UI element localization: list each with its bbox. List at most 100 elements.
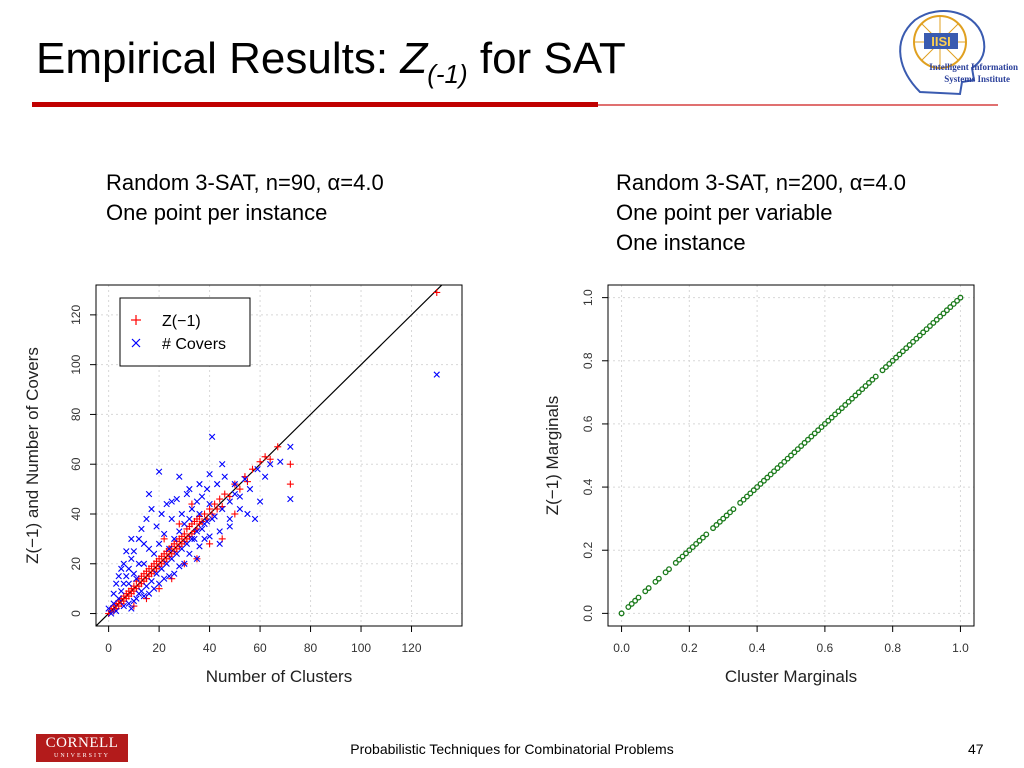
data-point [784,455,791,462]
data-point [682,550,689,557]
data-point [760,477,767,484]
data-point [710,525,717,532]
x-tick-label: 1.0 [952,641,969,655]
data-point-x [150,550,158,558]
x-tick-label: 0.4 [749,641,766,655]
data-point [842,402,849,408]
data-point [645,585,652,592]
data-point-x [221,473,228,480]
data-point-x [155,468,163,475]
right-caption-line-3: One instance [616,230,746,255]
data-point-x [261,473,269,480]
data-point [852,392,859,399]
data-point-x [128,605,135,612]
data-point [896,351,903,358]
data-point [730,506,737,513]
data-point [828,414,835,421]
data-point [930,319,937,326]
data-point-x [178,510,186,518]
data-point-plus [231,510,239,518]
data-point-plus [211,500,219,508]
data-point [862,383,869,389]
y-tick-label: 60 [69,457,83,471]
data-point-x [145,545,153,553]
data-point-x [176,563,183,570]
data-point [713,522,720,528]
data-point [855,389,862,396]
right-caption-line-1: Random 3-SAT, n=200, α=4.0 [616,170,906,195]
data-point-plus [216,495,224,503]
data-point-x [206,500,213,508]
data-point-x [186,550,193,558]
data-point-x [287,495,294,503]
title-z: Z [400,34,428,83]
data-point [957,294,964,301]
data-point [889,357,896,364]
data-point [865,379,872,386]
data-point-x [206,470,213,478]
data-point-x [236,505,244,513]
data-point [879,367,886,374]
data-point [781,458,788,465]
data-point-x [188,535,196,543]
left-caption-line-2: One point per instance [106,200,328,225]
data-point [774,465,781,472]
data-point [743,493,750,500]
data-point [771,468,778,475]
data-point-x [123,548,130,555]
data-point-x [125,580,133,587]
data-point-x [183,490,191,498]
data-point-x [216,528,223,535]
data-point-x [135,560,143,567]
data-point [642,588,649,595]
data-point-x [163,500,170,508]
y-tick-label: 0 [69,610,83,617]
data-point-x [206,533,213,540]
x-tick-label: 80 [304,641,318,655]
data-point [618,610,625,617]
data-point [754,484,761,491]
data-point-x [118,565,125,572]
right-caption: Random 3-SAT, n=200, α=4.0 One point per… [616,168,906,258]
data-point-x [178,545,186,553]
legend-marker [131,338,141,348]
data-point [808,433,815,440]
data-point-plus [433,288,441,296]
data-point-x [163,560,170,567]
x-tick-label: 0.0 [613,641,630,655]
data-point-plus [256,458,264,466]
data-point [937,313,944,320]
data-point-x [153,523,160,530]
y-tick-label: 1.0 [581,289,595,306]
data-point [821,420,828,427]
data-point-x [166,545,173,553]
reference-line [96,285,443,626]
data-point [910,338,916,345]
data-point-plus [206,505,214,513]
data-point-x [138,525,145,533]
data-point-plus [201,510,209,518]
data-point [777,462,784,468]
data-point-x [244,510,251,518]
data-point [798,443,805,449]
data-point [666,566,672,573]
data-point-x [115,573,122,580]
data-point-plus [236,485,244,493]
data-point-x [219,505,226,513]
data-point-x [433,371,440,378]
data-point [801,439,808,446]
data-point [625,604,632,611]
data-point [940,310,947,317]
data-point-plus [160,535,168,543]
data-point-x [168,515,175,523]
x-tick-label: 0.8 [884,641,901,655]
title-tail: for SAT [467,34,626,83]
data-point-x [135,590,143,597]
data-point-x [219,461,226,468]
data-point [933,316,940,323]
x-tick-label: 0.2 [681,641,698,655]
data-point-plus [221,490,229,498]
data-point-x [173,550,180,558]
